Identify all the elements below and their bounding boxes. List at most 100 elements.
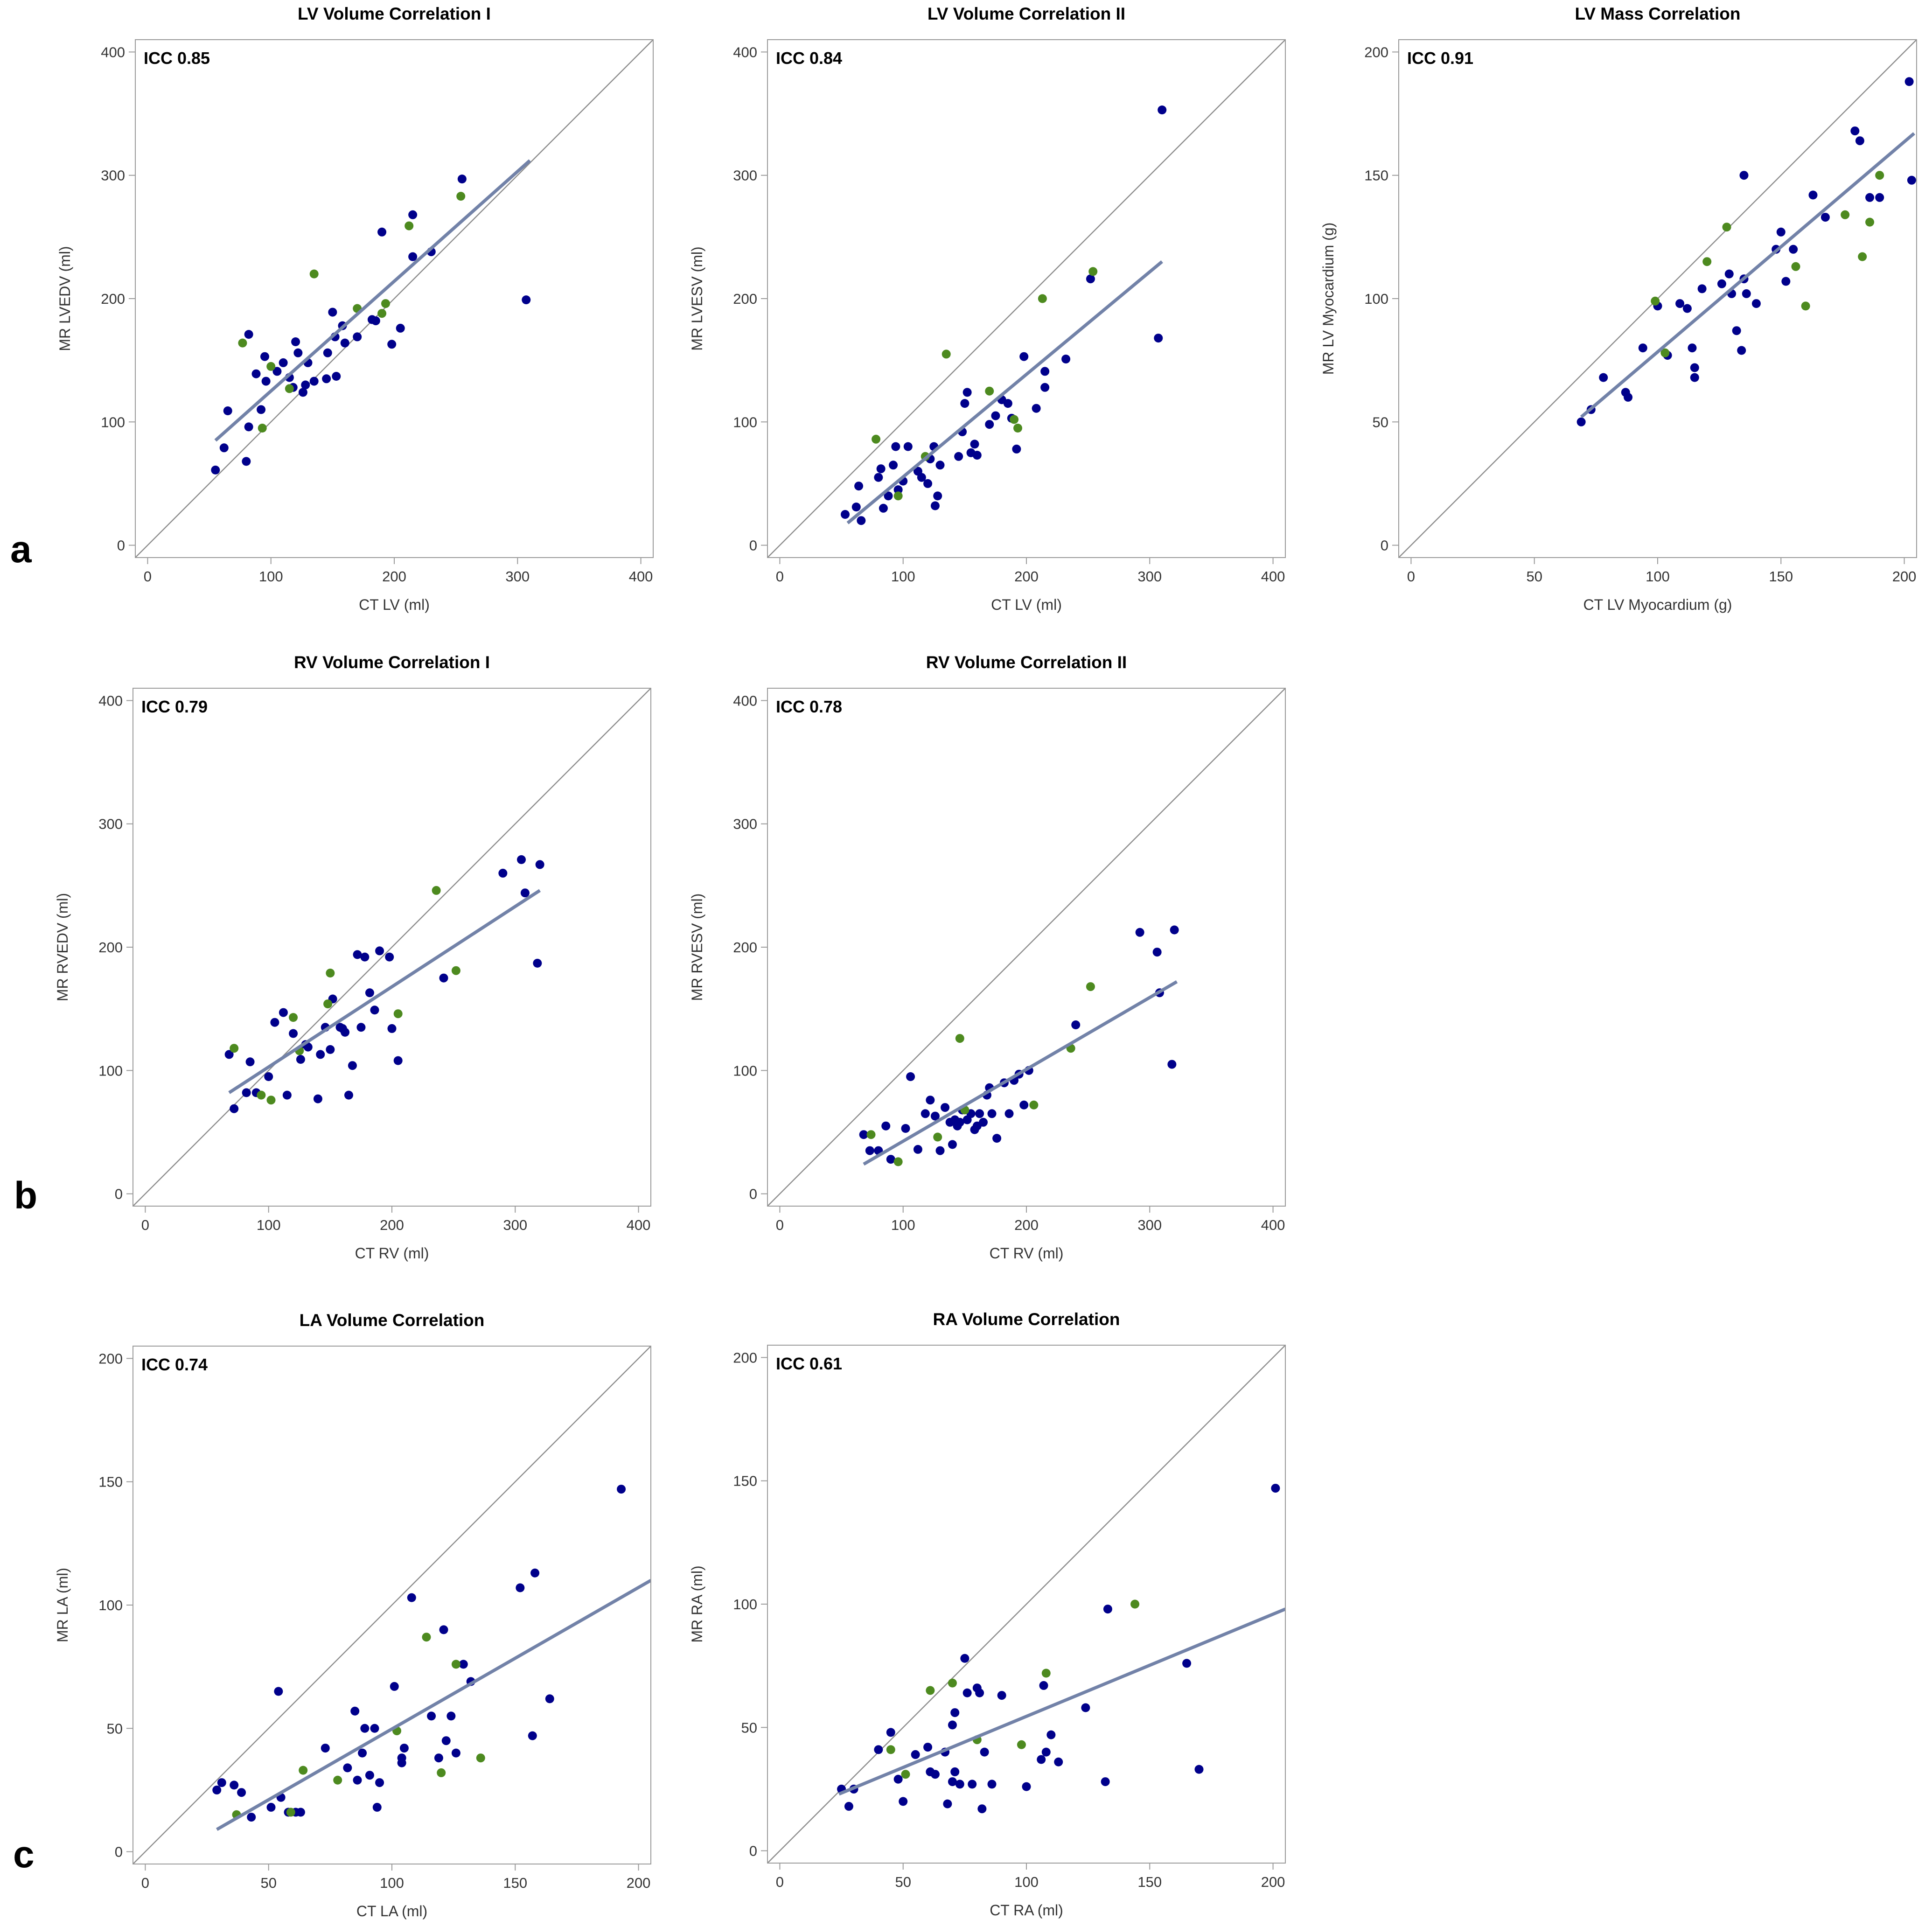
data-point-blue <box>1690 363 1699 372</box>
data-point-blue <box>1576 417 1586 426</box>
data-point-blue <box>997 1691 1006 1700</box>
data-point-blue <box>1776 227 1786 237</box>
data-point-blue <box>891 442 900 451</box>
data-point-blue <box>348 1061 357 1070</box>
data-point-green <box>422 1633 431 1642</box>
y-axis-label: MR RA (ml) <box>689 1565 705 1642</box>
data-point-green <box>1088 267 1098 276</box>
y-tick-label: 100 <box>733 1062 757 1079</box>
data-point-blue <box>948 1140 957 1149</box>
data-point-blue <box>1041 1747 1051 1757</box>
x-tick-label: 100 <box>1646 568 1670 585</box>
identity-line <box>133 1346 651 1864</box>
data-point-blue <box>397 1753 406 1763</box>
data-point-blue <box>935 461 945 470</box>
y-tick-label: 300 <box>733 168 757 184</box>
data-point-blue <box>979 1117 988 1127</box>
data-point-blue <box>1012 444 1021 454</box>
data-point-blue <box>244 330 253 339</box>
data-point-blue <box>1724 269 1734 279</box>
data-point-blue <box>941 1103 950 1112</box>
data-point-green <box>451 1660 460 1669</box>
data-point-blue <box>906 1072 915 1081</box>
data-point-blue <box>884 491 893 501</box>
data-point-blue <box>375 1778 384 1787</box>
x-tick-label: 100 <box>257 1217 281 1233</box>
data-point-blue <box>886 1728 895 1737</box>
data-point-blue <box>991 411 1000 420</box>
data-point-blue <box>296 1055 305 1064</box>
data-point-blue <box>899 1797 908 1806</box>
data-point-blue <box>247 1813 256 1822</box>
y-tick-label: 0 <box>117 538 125 554</box>
data-point-green <box>286 1808 295 1817</box>
data-point-blue <box>298 388 307 397</box>
data-point-green <box>872 434 881 444</box>
data-point-blue <box>1682 304 1692 313</box>
data-point-blue <box>980 1747 989 1757</box>
data-point-blue <box>1182 1659 1192 1668</box>
data-point-green <box>886 1745 895 1754</box>
data-point-blue <box>370 1005 379 1015</box>
data-point-blue <box>242 457 251 466</box>
data-point-green <box>289 1013 298 1022</box>
data-point-blue <box>1032 404 1041 413</box>
row-label-b: b <box>14 1174 37 1217</box>
data-point-blue <box>985 420 994 429</box>
data-point-blue <box>1081 1703 1090 1712</box>
data-point-blue <box>911 1750 920 1759</box>
data-point-blue <box>1732 326 1741 335</box>
data-point-blue <box>1194 1765 1204 1774</box>
data-point-blue <box>1737 346 1746 355</box>
data-point-blue <box>375 946 384 956</box>
data-point-green <box>451 966 460 975</box>
data-point-green <box>1651 296 1660 306</box>
y-tick-label: 50 <box>741 1719 757 1736</box>
y-tick-label: 0 <box>1381 538 1388 554</box>
x-tick-label: 300 <box>505 568 530 585</box>
data-point-green <box>1130 1599 1140 1609</box>
data-point-blue <box>237 1788 246 1797</box>
data-point-blue <box>408 252 418 261</box>
data-point-blue <box>992 1134 1002 1143</box>
x-tick-label: 100 <box>1014 1874 1039 1890</box>
data-point-blue <box>393 1056 403 1065</box>
data-point-green <box>985 386 994 396</box>
data-point-blue <box>1688 343 1697 353</box>
data-point-blue <box>865 1146 874 1155</box>
data-point-green <box>476 1753 485 1763</box>
data-point-blue <box>1781 277 1791 286</box>
regression-line <box>1580 132 1915 419</box>
data-point-blue <box>451 1748 460 1758</box>
data-point-blue <box>1271 1484 1280 1493</box>
data-point-blue <box>439 1625 448 1634</box>
data-point-blue <box>399 1744 409 1753</box>
x-tick-label: 50 <box>895 1874 911 1890</box>
data-point-blue <box>522 295 531 305</box>
data-point-blue <box>340 338 349 348</box>
x-tick-label: 150 <box>503 1875 527 1891</box>
icc-annotation: ICC 0.91 <box>1407 49 1473 68</box>
data-point-blue <box>1086 274 1095 284</box>
data-point-green <box>1702 257 1712 266</box>
data-point-blue <box>457 175 467 184</box>
x-tick-label: 100 <box>891 1217 915 1233</box>
data-point-blue <box>498 868 508 878</box>
data-point-green <box>238 338 247 348</box>
y-tick-label: 200 <box>1364 44 1388 60</box>
row-label-a: a <box>10 528 32 571</box>
y-tick-label: 200 <box>98 1350 123 1367</box>
data-point-blue <box>279 1008 288 1017</box>
y-axis-label: MR RVEDV (ml) <box>54 893 71 1001</box>
regression-line <box>846 260 1163 524</box>
data-point-blue <box>1158 105 1167 115</box>
data-point-blue <box>1152 948 1162 957</box>
data-point-green <box>1013 424 1022 433</box>
data-point-blue <box>1599 373 1608 382</box>
y-axis-label: MR LVEDV (ml) <box>56 246 73 351</box>
x-axis-label: CT LV (ml) <box>991 596 1062 613</box>
icc-annotation: ICC 0.61 <box>776 1354 842 1373</box>
chart-title: RV Volume Correlation II <box>926 653 1127 672</box>
data-point-blue <box>1624 392 1633 402</box>
y-tick-label: 200 <box>733 291 757 307</box>
